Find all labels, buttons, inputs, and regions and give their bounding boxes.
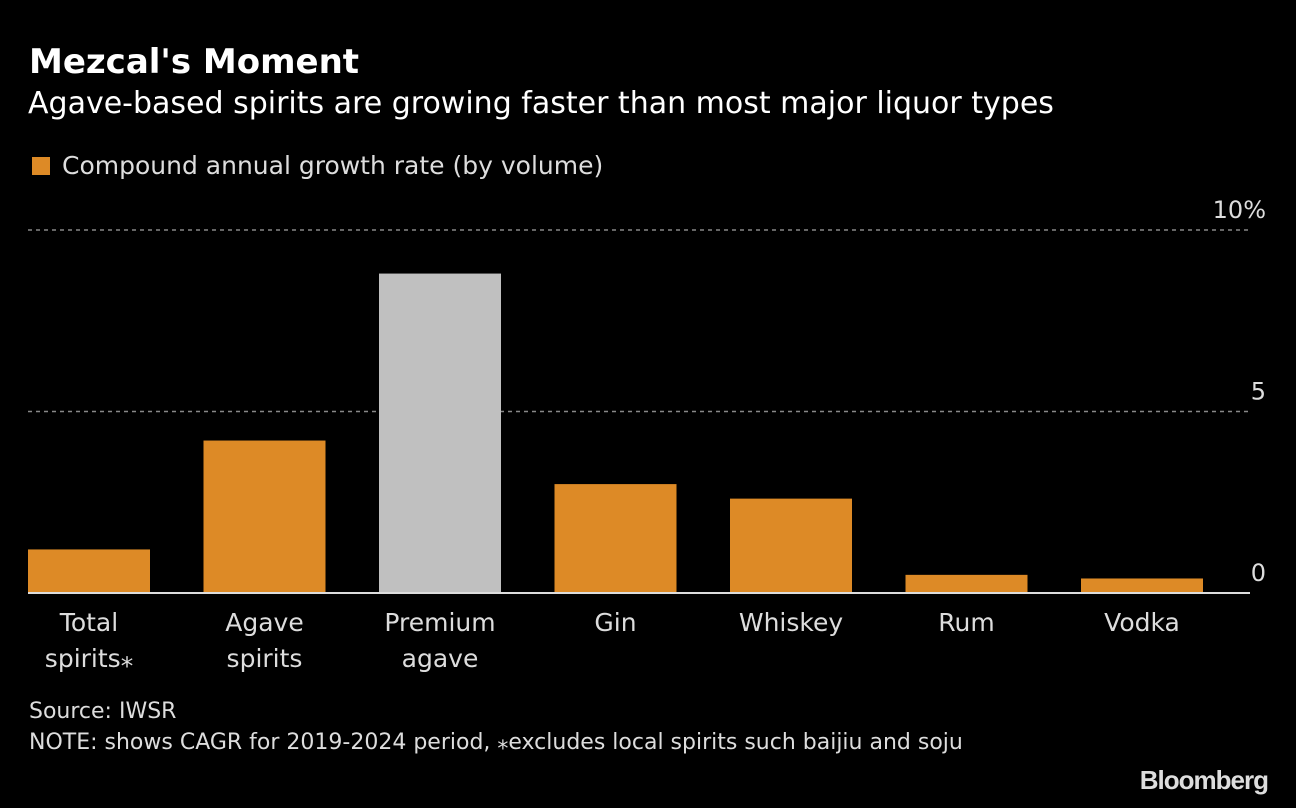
- bar: [1081, 578, 1203, 593]
- source-note: Source: IWSR: [29, 699, 177, 724]
- legend-swatch: [32, 156, 50, 175]
- chart-title: Mezcal's Moment: [29, 42, 360, 82]
- bar: [203, 440, 326, 593]
- x-tick-label: Gin: [594, 608, 636, 637]
- axes: 0 5 10% Total spirits⁎ Agave spirits Premium aga…: [28, 196, 1266, 673]
- x-tick-label: spirits⁎: [45, 644, 133, 673]
- y-tick-label: 5: [1251, 378, 1266, 406]
- bar: [730, 498, 852, 593]
- bloomberg-logo: Bloomberg: [1139, 765, 1269, 795]
- footnote: NOTE: shows CAGR for 2019-2024 period, ⁎…: [29, 730, 963, 755]
- bar: [28, 549, 150, 593]
- x-tick-label: spirits: [227, 644, 303, 673]
- x-tick-label: Vodka: [1104, 608, 1180, 637]
- legend: Compound annual growth rate (by volume): [32, 151, 603, 180]
- bar: [554, 484, 677, 593]
- bar: [905, 574, 1028, 593]
- x-tick-label: Premium: [384, 608, 495, 637]
- x-tick-label: Total: [59, 608, 118, 637]
- x-tick-label: Whiskey: [739, 608, 844, 637]
- footer: Source: IWSR NOTE: shows CAGR for 2019-2…: [29, 696, 1029, 758]
- y-tick-label: 0: [1251, 559, 1266, 587]
- y-tick-label: 10%: [1213, 196, 1266, 224]
- gridlines: [28, 229, 1250, 413]
- x-tick-label: Rum: [938, 608, 994, 637]
- x-tick-label: Agave: [225, 608, 303, 637]
- x-tick-label: agave: [402, 644, 479, 673]
- chart-subtitle: Agave-based spirits are growing faster t…: [28, 86, 1054, 121]
- bars: [28, 273, 1203, 593]
- legend-label: Compound annual growth rate (by volume): [62, 151, 604, 180]
- bar: [379, 273, 501, 593]
